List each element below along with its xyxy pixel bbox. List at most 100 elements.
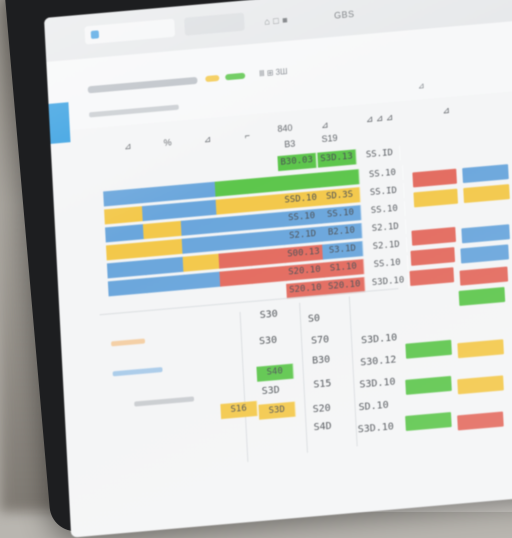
table-cell[interactable]: S40 bbox=[256, 363, 295, 382]
grid-cell[interactable]: S2.1D bbox=[364, 219, 407, 238]
table-value: S15 bbox=[313, 378, 332, 391]
status-block-red bbox=[410, 247, 456, 266]
status-block-yellow bbox=[463, 184, 510, 204]
column-header[interactable]: ⌐ bbox=[244, 130, 251, 141]
grid-cell[interactable] bbox=[104, 206, 144, 225]
grid-cell[interactable] bbox=[144, 256, 185, 276]
table-value: S3D.10 bbox=[359, 376, 396, 391]
laptop-screen: ⌂ □ ■ GBS Ⅲ ⊞ 3Ш ⊿ ⊿ % ⊿ ⌐ 840 ⊿ ⊿ ⊿ ⊿ ⊿… bbox=[44, 0, 512, 538]
grid-cell[interactable] bbox=[141, 202, 182, 222]
legend-bar-blue bbox=[112, 367, 163, 377]
grid-cell[interactable] bbox=[248, 211, 285, 230]
grid-cell[interactable] bbox=[214, 178, 249, 197]
table-value: S30 bbox=[258, 334, 278, 348]
grid-cell[interactable] bbox=[105, 224, 145, 243]
grid-cell[interactable] bbox=[181, 235, 220, 254]
grid-cell[interactable]: S1.10 bbox=[323, 259, 365, 278]
status-block-yellow bbox=[413, 188, 459, 208]
grid-cell[interactable] bbox=[183, 271, 222, 290]
grid-cell[interactable]: SS.10 bbox=[366, 255, 409, 274]
status-block-green bbox=[405, 339, 452, 359]
table-value: SD.10 bbox=[358, 399, 389, 414]
grid-cell[interactable]: S2.1D bbox=[283, 226, 323, 245]
status-block-green bbox=[405, 375, 452, 395]
header-small-label: ⊿ bbox=[417, 81, 425, 91]
grid-cell[interactable] bbox=[179, 199, 218, 218]
status-block-green bbox=[458, 286, 506, 306]
grid-cell[interactable] bbox=[249, 229, 286, 248]
grid-cell[interactable] bbox=[246, 175, 283, 194]
status-block-red bbox=[457, 411, 504, 431]
table-value: S0 bbox=[307, 313, 321, 326]
table-value: S3D.10 bbox=[360, 332, 398, 347]
status-block-red bbox=[409, 267, 455, 287]
column-header[interactable]: ⊿ bbox=[203, 133, 212, 145]
grid-cell[interactable] bbox=[142, 220, 183, 240]
status-block-red bbox=[411, 226, 457, 246]
column-header[interactable]: ⊿ bbox=[123, 140, 132, 152]
table-divider bbox=[348, 296, 358, 447]
column-header[interactable]: ⊿ bbox=[320, 119, 329, 131]
grid-cell[interactable] bbox=[216, 214, 251, 233]
table-cell[interactable]: S16 bbox=[220, 400, 258, 420]
table-value: S30.12 bbox=[360, 354, 397, 369]
grid-cell[interactable]: S2.1D bbox=[365, 237, 408, 256]
legend-bar-orange bbox=[110, 338, 146, 347]
grid-cell[interactable]: SS.ID bbox=[363, 183, 405, 202]
grid-cell[interactable] bbox=[140, 184, 181, 204]
browser-tab-active[interactable] bbox=[84, 18, 176, 45]
grid-cell[interactable] bbox=[280, 172, 321, 191]
grid-cell[interactable]: S3D.13 bbox=[317, 149, 357, 168]
grid-cell[interactable]: SS.10 bbox=[282, 208, 322, 227]
grid-cell[interactable] bbox=[250, 247, 287, 266]
status-block-blue bbox=[460, 244, 509, 264]
table-value: S70 bbox=[310, 334, 330, 347]
grid-cell[interactable]: S20.10 bbox=[285, 262, 325, 281]
table-cell[interactable]: S3D bbox=[258, 401, 297, 420]
status-block-red bbox=[412, 168, 457, 188]
grid-cell[interactable] bbox=[219, 268, 254, 287]
status-block-yellow bbox=[457, 375, 504, 395]
grid-cell[interactable] bbox=[218, 250, 253, 269]
table-divider bbox=[239, 311, 249, 462]
table-value: B30 bbox=[311, 354, 331, 367]
grid-cell[interactable] bbox=[178, 181, 217, 200]
legend-bar-gray bbox=[134, 396, 195, 407]
grid-cell[interactable]: SD.3S bbox=[319, 187, 361, 206]
grid-cell[interactable]: SS.10 bbox=[364, 201, 406, 220]
sidebar-toggle-button[interactable] bbox=[48, 102, 71, 144]
table-value: S4D bbox=[313, 420, 332, 434]
grid-cell[interactable]: S00.13 bbox=[284, 244, 324, 263]
grid-cell[interactable] bbox=[145, 274, 186, 294]
column-header[interactable]: ⊿ ⊿ ⊿ bbox=[365, 111, 394, 125]
grid-cell[interactable] bbox=[106, 260, 147, 279]
toolbar-icons[interactable]: ⌂ □ ■ bbox=[264, 14, 289, 27]
grid-cell[interactable]: SS.ID bbox=[359, 145, 401, 165]
grid-cell[interactable] bbox=[180, 217, 219, 236]
grid-cell[interactable] bbox=[247, 193, 284, 212]
grid-cell[interactable]: B2.10 bbox=[321, 223, 363, 242]
grid-cell[interactable] bbox=[107, 278, 148, 297]
status-block-blue bbox=[461, 224, 510, 244]
status-block-green bbox=[405, 412, 452, 432]
grid-cell[interactable] bbox=[318, 169, 360, 188]
grid-cell[interactable] bbox=[215, 196, 250, 215]
grid-cell[interactable] bbox=[251, 265, 287, 284]
column-header[interactable]: % bbox=[163, 137, 172, 149]
grid-cell[interactable]: SS.10 bbox=[362, 165, 404, 184]
grid-cell[interactable]: S3.1D bbox=[322, 241, 364, 260]
grid-cell[interactable]: B30.03 bbox=[277, 152, 318, 172]
grid-cell[interactable] bbox=[103, 188, 143, 207]
grid-cell[interactable] bbox=[217, 232, 252, 251]
column-header[interactable]: 840 bbox=[277, 122, 293, 135]
toolbar-label: GBS bbox=[333, 8, 355, 21]
browser-tab[interactable] bbox=[184, 12, 245, 36]
table-value: S3D bbox=[261, 384, 281, 398]
grid-cell[interactable]: SSD.10 bbox=[281, 190, 322, 209]
table-value: S30 bbox=[259, 308, 279, 322]
grid-cell[interactable] bbox=[143, 238, 184, 258]
grid-cell[interactable] bbox=[105, 242, 146, 261]
column-header[interactable]: ⊿ bbox=[442, 104, 451, 116]
grid-cell[interactable]: SS.10 bbox=[320, 205, 362, 224]
grid-cell[interactable] bbox=[182, 253, 221, 272]
